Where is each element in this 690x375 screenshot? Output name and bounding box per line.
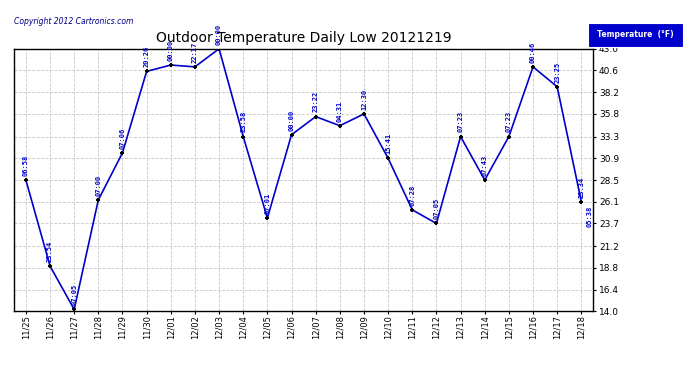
Text: 15:41: 15:41	[385, 133, 391, 154]
Point	[262, 215, 273, 221]
Point	[504, 134, 515, 140]
Text: 00:00: 00:00	[288, 110, 295, 130]
Point	[575, 199, 586, 205]
Point	[359, 111, 370, 117]
Point	[455, 134, 466, 140]
Point	[44, 263, 55, 269]
Text: 23:22: 23:22	[313, 91, 319, 112]
Title: Outdoor Temperature Daily Low 20121219: Outdoor Temperature Daily Low 20121219	[156, 31, 451, 45]
Point	[431, 220, 442, 226]
Point	[92, 197, 104, 203]
Point	[382, 155, 393, 161]
Text: 07:23: 07:23	[457, 111, 464, 132]
Text: 00:46: 00:46	[530, 41, 536, 63]
Text: 07:00: 07:00	[95, 174, 101, 196]
Text: 23:34: 23:34	[578, 176, 584, 198]
Text: Temperature  (°F): Temperature (°F)	[597, 30, 674, 39]
Text: Copyright 2012 Cartronics.com: Copyright 2012 Cartronics.com	[14, 17, 133, 26]
Text: 00:00: 00:00	[168, 40, 174, 61]
Point	[214, 46, 225, 52]
Text: 23:58: 23:58	[240, 111, 246, 132]
Point	[21, 177, 32, 183]
Text: 07:28: 07:28	[409, 184, 415, 206]
Text: 23:54: 23:54	[47, 241, 53, 262]
Point	[334, 123, 345, 129]
Point	[527, 64, 538, 70]
Text: 07:23: 07:23	[506, 111, 512, 132]
Point	[117, 150, 128, 156]
Point	[479, 177, 490, 183]
Text: 23:25: 23:25	[554, 62, 560, 82]
Text: 00:00: 00:00	[216, 23, 222, 45]
Text: 07:05: 07:05	[71, 284, 77, 305]
Text: 22:17: 22:17	[192, 41, 198, 63]
Text: 20:26: 20:26	[144, 46, 150, 67]
Text: 07:06: 07:06	[119, 128, 126, 148]
Text: 07:43: 07:43	[482, 154, 488, 176]
Point	[141, 68, 152, 74]
Point	[286, 132, 297, 138]
Point	[189, 64, 200, 70]
Text: 05:38: 05:38	[586, 206, 593, 227]
Point	[310, 114, 321, 120]
Text: 07:05: 07:05	[433, 198, 440, 219]
Point	[406, 207, 417, 213]
Text: 07:01: 07:01	[264, 193, 270, 214]
Point	[165, 62, 176, 68]
Text: 06:58: 06:58	[23, 154, 29, 176]
Text: 04:31: 04:31	[337, 100, 343, 122]
Point	[237, 134, 248, 140]
Text: 12:30: 12:30	[361, 88, 367, 110]
Point	[69, 306, 79, 312]
Point	[552, 84, 563, 90]
